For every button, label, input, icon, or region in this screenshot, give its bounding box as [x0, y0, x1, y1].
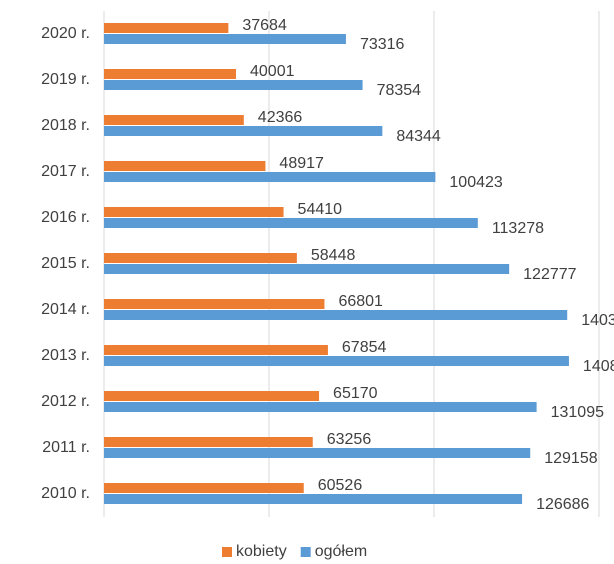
- data-label: 126686: [536, 496, 589, 513]
- data-label: 84344: [396, 128, 441, 145]
- y-tick-label: 2015 r.: [41, 255, 90, 272]
- bar: [104, 345, 328, 355]
- legend-label: ogółem: [315, 543, 367, 560]
- y-tick-label: 2012 r.: [41, 393, 90, 410]
- data-label: 129158: [544, 450, 597, 467]
- bar: [104, 207, 284, 217]
- bar: [104, 310, 568, 320]
- y-tick-label: 2013 r.: [41, 347, 90, 364]
- data-label: 140890: [583, 358, 614, 375]
- y-tick-label: 2011 r.: [42, 439, 90, 456]
- legend-label: kobiety: [236, 543, 287, 560]
- data-label: 58448: [311, 247, 356, 264]
- data-label: 42366: [258, 109, 303, 126]
- bar: [104, 391, 320, 401]
- data-label: 54410: [298, 201, 343, 218]
- bar: [104, 299, 325, 309]
- data-label: 78354: [377, 82, 422, 99]
- y-tick-label: 2014 r.: [41, 301, 90, 318]
- bar: [104, 356, 569, 366]
- y-tick-label: 2010 r.: [41, 485, 90, 502]
- bar: [104, 34, 346, 44]
- data-label: 67854: [342, 339, 387, 356]
- bar: [104, 69, 237, 79]
- bar: [104, 448, 531, 458]
- data-label: 140367: [581, 312, 614, 329]
- bar: [104, 23, 229, 33]
- y-tick-label: 2019 r.: [41, 71, 90, 88]
- data-label: 66801: [338, 293, 383, 310]
- data-label: 113278: [492, 220, 544, 237]
- data-label: 73316: [360, 36, 405, 53]
- data-label: 60526: [318, 477, 363, 494]
- y-tick-label: 2018 r.: [41, 117, 90, 134]
- bar: [104, 494, 523, 504]
- data-label: 65170: [333, 385, 378, 402]
- data-label: 48917: [279, 155, 324, 172]
- bar: [104, 218, 478, 228]
- y-tick-label: 2017 r.: [41, 163, 90, 180]
- data-label: 131095: [551, 404, 604, 421]
- y-tick-label: 2020 r.: [41, 25, 90, 42]
- legend-swatch: [222, 547, 232, 557]
- bar: [104, 437, 313, 447]
- bar: [104, 264, 510, 274]
- bar: [104, 126, 383, 136]
- data-label: 40001: [250, 63, 295, 80]
- legend-swatch: [300, 547, 311, 557]
- bar: [104, 483, 304, 493]
- bar: [104, 402, 537, 412]
- bar: [104, 80, 363, 90]
- y-tick-label: 2016 r.: [41, 209, 90, 226]
- bar: [104, 115, 244, 125]
- data-label: 100423: [449, 174, 502, 191]
- bar: [104, 161, 266, 171]
- data-label: 122777: [523, 266, 576, 283]
- data-label: 37684: [242, 17, 287, 34]
- bar: [104, 253, 297, 263]
- bar: [104, 172, 436, 182]
- data-label: 63256: [327, 431, 372, 448]
